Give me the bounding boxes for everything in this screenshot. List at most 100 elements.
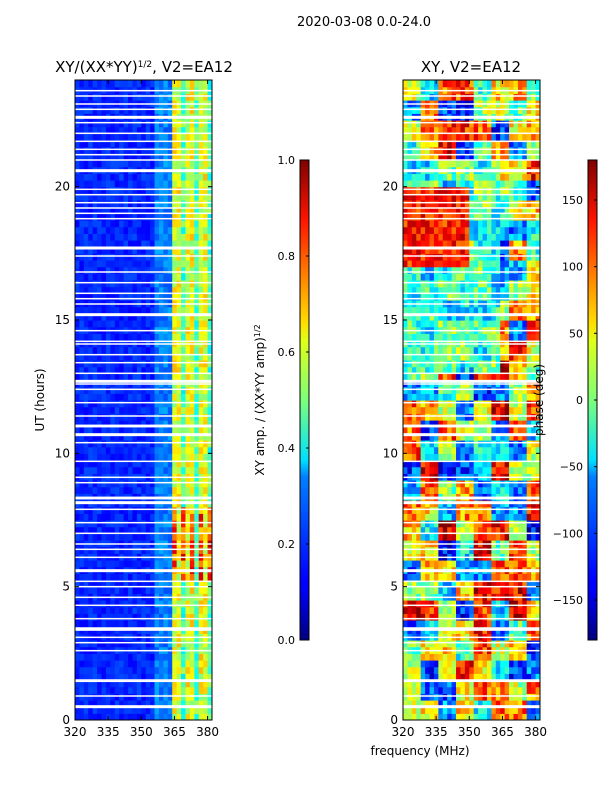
amplitude-heatmap-cell: [154, 366, 160, 374]
amplitude-y-tick-label: 10: [55, 446, 70, 460]
phase-heatmap-cell: [456, 213, 462, 221]
amplitude-heatmap-cell: [123, 620, 129, 628]
amplitude-heatmap-cell: [83, 466, 89, 474]
amplitude-heatmap-cell: [79, 200, 85, 208]
amplitude-heatmap-cell: [114, 413, 120, 421]
amplitude-heatmap-cell: [154, 80, 160, 88]
amplitude-heatmap-cell: [145, 93, 151, 101]
amplitude-heatmap-cell: [79, 220, 85, 228]
amplitude-heatmap-cell: [176, 266, 182, 274]
phase-heatmap-cell: [416, 580, 422, 588]
phase-heatmap-cell: [433, 306, 439, 314]
phase-heatmap-cell: [456, 160, 462, 168]
phase-heatmap-cell: [469, 226, 475, 234]
amplitude-heatmap-cell: [194, 373, 200, 381]
phase-heatmap-cell: [425, 420, 431, 428]
phase-heatmap-cell: [451, 80, 457, 88]
amplitude-x-tick-label: 320: [64, 725, 87, 739]
amplitude-heatmap-cell: [114, 440, 120, 448]
amplitude-heatmap-cell: [194, 693, 200, 701]
amplitude-heatmap-cell: [79, 360, 85, 368]
amplitude-heatmap-cell: [167, 253, 173, 261]
phase-heatmap-cell: [447, 406, 453, 414]
amplitude-heatmap-cell: [207, 286, 212, 294]
phase-heatmap-cell: [433, 533, 439, 541]
amplitude-heatmap-cell: [167, 160, 173, 168]
amplitude-heatmap-cell: [119, 93, 125, 101]
amplitude-heatmap-cell: [79, 173, 85, 181]
amplitude-heatmap-cell: [92, 213, 98, 221]
amplitude-heatmap-cell: [198, 373, 204, 381]
phase-heatmap-cell: [447, 240, 453, 248]
phase-heatmap-cell: [403, 613, 409, 621]
amplitude-heatmap-cell: [185, 173, 191, 181]
amplitude-heatmap-cell: [194, 640, 200, 648]
amplitude-heatmap-cell: [172, 173, 178, 181]
amplitude-heatmap-cell: [185, 666, 191, 674]
phase-heatmap-cell: [411, 186, 417, 194]
phase-heatmap-cell: [447, 420, 453, 428]
phase-heatmap-cell: [478, 413, 484, 421]
amplitude-heatmap-cell: [92, 660, 98, 668]
amplitude-heatmap-cell: [110, 253, 116, 261]
amplitude-heatmap-cell: [176, 406, 182, 414]
amplitude-heatmap-cell: [92, 700, 98, 708]
amplitude-heatmap-cell: [176, 453, 182, 461]
amplitude-heatmap-cell: [150, 133, 156, 141]
amplitude-heatmap-cell: [101, 333, 107, 341]
amplitude-heatmap-cell: [154, 266, 160, 274]
phase-heatmap-cell: [464, 373, 470, 381]
amplitude-heatmap-cell: [189, 706, 195, 714]
amplitude-heatmap-cell: [101, 620, 107, 628]
amplitude-heatmap-cell: [79, 386, 85, 394]
phase-heatmap-cell: [473, 320, 479, 328]
amplitude-heatmap-cell: [119, 586, 125, 594]
amplitude-heatmap-cell: [167, 453, 173, 461]
phase-heatmap-cell: [478, 80, 484, 88]
amplitude-heatmap-cell: [203, 153, 209, 161]
phase-heatmap-cell: [425, 460, 431, 468]
amplitude-heatmap-cell: [181, 486, 187, 494]
phase-heatmap-cell: [456, 680, 462, 688]
phase-heatmap-cell: [407, 180, 413, 188]
amplitude-heatmap-cell: [154, 373, 160, 381]
phase-heatmap-cell: [416, 93, 422, 101]
amplitude-heatmap-cell: [154, 460, 160, 468]
phase-heatmap-cell: [429, 440, 435, 448]
phase-heatmap-cell: [403, 306, 409, 314]
amplitude-heatmap-cell: [163, 333, 169, 341]
phase-heatmap-cell: [482, 613, 488, 621]
amplitude-heatmap-cell: [110, 420, 116, 428]
phase-heatmap-cell: [442, 533, 448, 541]
phase-heatmap-cell: [403, 706, 409, 714]
amplitude-heatmap-cell: [176, 713, 182, 720]
amplitude-heatmap-cell: [75, 240, 81, 248]
amplitude-heatmap-cell: [145, 126, 151, 134]
amplitude-heatmap-cell: [198, 433, 204, 441]
amplitude-heatmap-cell: [185, 373, 191, 381]
phase-heatmap-cell: [478, 686, 484, 694]
amplitude-heatmap-cell: [141, 560, 147, 568]
phase-heatmap-cell: [478, 600, 484, 608]
amplitude-heatmap-cell: [172, 613, 178, 621]
phase-heatmap-cell: [420, 613, 426, 621]
amplitude-heatmap-cell: [75, 560, 81, 568]
amplitude-heatmap-cell: [194, 560, 200, 568]
phase-heatmap-cell: [478, 706, 484, 714]
amplitude-heatmap-cell: [97, 186, 103, 194]
phase-heatmap-cell: [464, 346, 470, 354]
phase-heatmap-cell: [456, 453, 462, 461]
phase-heatmap-cell: [438, 173, 444, 181]
amplitude-heatmap-cell: [92, 506, 98, 514]
phase-heatmap-cell: [416, 213, 422, 221]
amplitude-heatmap-cell: [136, 266, 142, 274]
phase-heatmap-cell: [403, 460, 409, 468]
amplitude-heatmap-cell: [189, 280, 195, 288]
phase-heatmap-cell: [473, 393, 479, 401]
phase-heatmap-cell: [447, 120, 453, 128]
amplitude-heatmap-cell: [167, 293, 173, 301]
amplitude-heatmap-cell: [141, 533, 147, 541]
amplitude-heatmap-cell: [114, 180, 120, 188]
amplitude-heatmap-cell: [207, 546, 212, 554]
amplitude-heatmap-cell: [154, 240, 160, 248]
